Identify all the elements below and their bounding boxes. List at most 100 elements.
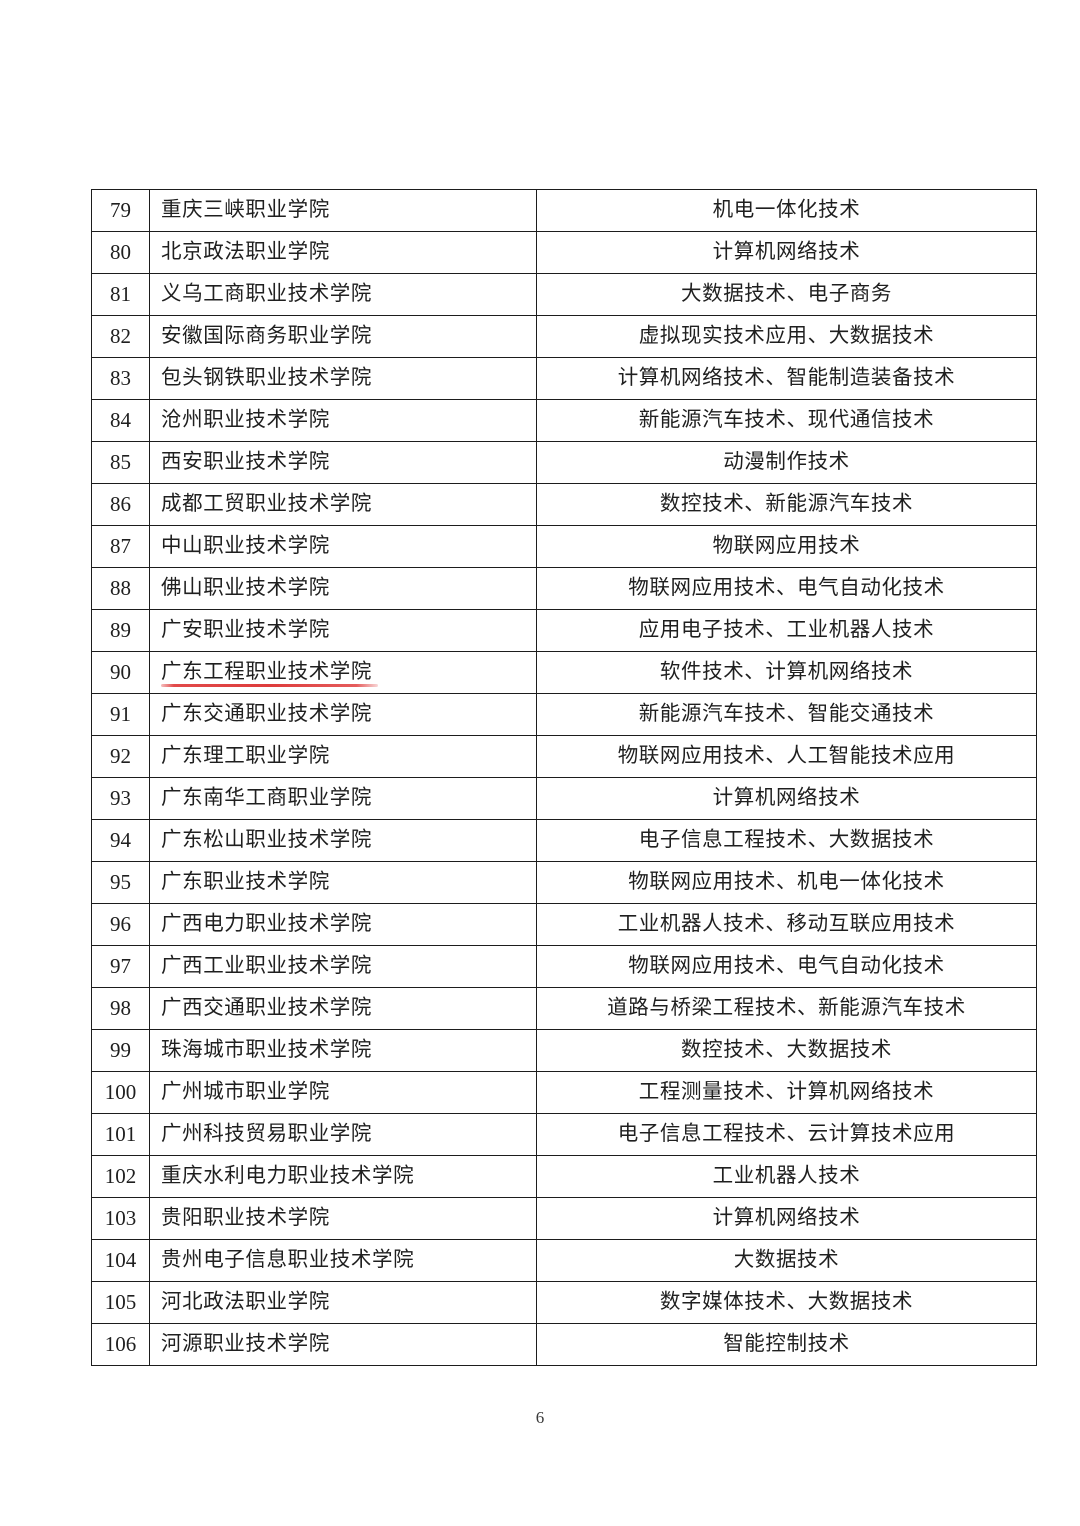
page-number: 6 [535,1408,545,1427]
school-name-cell: 珠海城市职业技术学院 [149,1029,537,1072]
table-row: 89 广安职业技术学院 应用电子技术、工业机器人技术 [91,609,1037,652]
major-name-cell: 智能控制技术 [536,1323,1037,1366]
row-index-cell: 80 [91,231,150,274]
major-name-cell: 计算机网络技术 [536,1197,1037,1240]
major-name-cell: 数控技术、新能源汽车技术 [536,483,1037,526]
table-row: 86 成都工贸职业技术学院 数控技术、新能源汽车技术 [91,483,1037,526]
table-row: 96 广西电力职业技术学院 工业机器人技术、移动互联应用技术 [91,903,1037,946]
school-name-text: 广州城市职业学院 [161,1080,330,1103]
major-name-cell: 工程测量技术、计算机网络技术 [536,1071,1037,1114]
table-row: 93 广东南华工商职业学院 计算机网络技术 [91,777,1037,820]
school-name-cell: 广安职业技术学院 [149,609,537,652]
school-name-text: 贵州电子信息职业技术学院 [161,1248,415,1271]
major-name-cell: 物联网应用技术、人工智能技术应用 [536,735,1037,778]
table-row: 82 安徽国际商务职业学院 虚拟现实技术应用、大数据技术 [91,315,1037,358]
table-row: 95 广东职业技术学院 物联网应用技术、机电一体化技术 [91,861,1037,904]
row-index-cell: 91 [91,693,150,736]
row-index-cell: 79 [91,189,150,232]
row-index-cell: 93 [91,777,150,820]
row-index-cell: 88 [91,567,150,610]
school-name-cell: 安徽国际商务职业学院 [149,315,537,358]
major-name-cell: 物联网应用技术 [536,525,1037,568]
major-name-cell: 电子信息工程技术、大数据技术 [536,819,1037,862]
school-name-text: 广安职业技术学院 [161,618,330,641]
table-row: 87 中山职业技术学院 物联网应用技术 [91,525,1037,568]
school-name-text: 广东松山职业技术学院 [161,828,372,851]
school-name-cell: 沧州职业技术学院 [149,399,537,442]
school-name-cell: 广东松山职业技术学院 [149,819,537,862]
table-row: 94 广东松山职业技术学院 电子信息工程技术、大数据技术 [91,819,1037,862]
school-name-cell: 贵州电子信息职业技术学院 [149,1239,537,1282]
school-name-text: 重庆三峡职业学院 [161,198,330,221]
school-name-cell: 广西电力职业技术学院 [149,903,537,946]
school-name-text: 河源职业技术学院 [161,1332,330,1355]
row-index-cell: 102 [91,1155,150,1198]
table-row: 88 佛山职业技术学院 物联网应用技术、电气自动化技术 [91,567,1037,610]
school-name-cell: 中山职业技术学院 [149,525,537,568]
school-name-text: 包头钢铁职业技术学院 [161,366,372,389]
table-row: 101 广州科技贸易职业学院 电子信息工程技术、云计算技术应用 [91,1113,1037,1156]
school-name-cell: 北京政法职业学院 [149,231,537,274]
table-row: 100 广州城市职业学院 工程测量技术、计算机网络技术 [91,1071,1037,1114]
school-name-cell: 广东交通职业技术学院 [149,693,537,736]
school-name-text: 西安职业技术学院 [161,450,330,473]
school-name-text: 重庆水利电力职业技术学院 [161,1164,415,1187]
row-index-cell: 86 [91,483,150,526]
school-name-text: 广东工程职业技术学院 [161,661,378,688]
school-major-table: 79 重庆三峡职业学院 机电一体化技术 80 北京政法职业学院 计算机网络技术 81 义乌工商… [91,189,1037,1366]
major-name-cell: 动漫制作技术 [536,441,1037,484]
school-name-text: 广西交通职业技术学院 [161,996,372,1019]
table-row: 90 广东工程职业技术学院 软件技术、计算机网络技术 [91,651,1037,694]
school-name-text: 广东交通职业技术学院 [161,702,372,725]
table-row: 104 贵州电子信息职业技术学院 大数据技术 [91,1239,1037,1282]
major-name-cell: 大数据技术 [536,1239,1037,1282]
major-name-cell: 工业机器人技术 [536,1155,1037,1198]
table-row: 105 河北政法职业学院 数字媒体技术、大数据技术 [91,1281,1037,1324]
school-name-cell: 广东南华工商职业学院 [149,777,537,820]
school-name-cell: 佛山职业技术学院 [149,567,537,610]
major-name-cell: 数字媒体技术、大数据技术 [536,1281,1037,1324]
major-name-cell: 计算机网络技术 [536,777,1037,820]
row-index-cell: 84 [91,399,150,442]
school-name-text: 中山职业技术学院 [161,534,330,557]
school-name-text: 河北政法职业学院 [161,1290,330,1313]
row-index-cell: 92 [91,735,150,778]
major-name-cell: 新能源汽车技术、智能交通技术 [536,693,1037,736]
school-name-cell: 西安职业技术学院 [149,441,537,484]
major-name-cell: 道路与桥梁工程技术、新能源汽车技术 [536,987,1037,1030]
table-row: 103 贵阳职业技术学院 计算机网络技术 [91,1197,1037,1240]
school-name-cell: 河北政法职业学院 [149,1281,537,1324]
table-row: 79 重庆三峡职业学院 机电一体化技术 [91,189,1037,232]
school-name-text: 安徽国际商务职业学院 [161,324,372,347]
school-name-text: 沧州职业技术学院 [161,408,330,431]
table-row: 98 广西交通职业技术学院 道路与桥梁工程技术、新能源汽车技术 [91,987,1037,1030]
major-name-cell: 电子信息工程技术、云计算技术应用 [536,1113,1037,1156]
row-index-cell: 100 [91,1071,150,1114]
school-name-cell: 贵阳职业技术学院 [149,1197,537,1240]
table-row: 91 广东交通职业技术学院 新能源汽车技术、智能交通技术 [91,693,1037,736]
row-index-cell: 94 [91,819,150,862]
row-index-cell: 83 [91,357,150,400]
school-name-text: 广东职业技术学院 [161,870,330,893]
school-name-cell: 广州科技贸易职业学院 [149,1113,537,1156]
table-row: 80 北京政法职业学院 计算机网络技术 [91,231,1037,274]
school-name-text: 贵阳职业技术学院 [161,1206,330,1229]
table-row: 84 沧州职业技术学院 新能源汽车技术、现代通信技术 [91,399,1037,442]
school-name-text: 义乌工商职业技术学院 [161,282,372,305]
school-name-cell: 广州城市职业学院 [149,1071,537,1114]
school-name-cell: 河源职业技术学院 [149,1323,537,1366]
row-index-cell: 101 [91,1113,150,1156]
row-index-cell: 87 [91,525,150,568]
row-index-cell: 103 [91,1197,150,1240]
table-row: 85 西安职业技术学院 动漫制作技术 [91,441,1037,484]
school-name-text: 广东南华工商职业学院 [161,786,372,809]
school-name-cell: 广西交通职业技术学院 [149,987,537,1030]
major-name-cell: 虚拟现实技术应用、大数据技术 [536,315,1037,358]
school-name-cell: 广西工业职业技术学院 [149,945,537,988]
table-row: 92 广东理工职业学院 物联网应用技术、人工智能技术应用 [91,735,1037,778]
school-name-text: 广西工业职业技术学院 [161,954,372,977]
table-row: 83 包头钢铁职业技术学院 计算机网络技术、智能制造装备技术 [91,357,1037,400]
major-name-cell: 计算机网络技术、智能制造装备技术 [536,357,1037,400]
major-name-cell: 软件技术、计算机网络技术 [536,651,1037,694]
